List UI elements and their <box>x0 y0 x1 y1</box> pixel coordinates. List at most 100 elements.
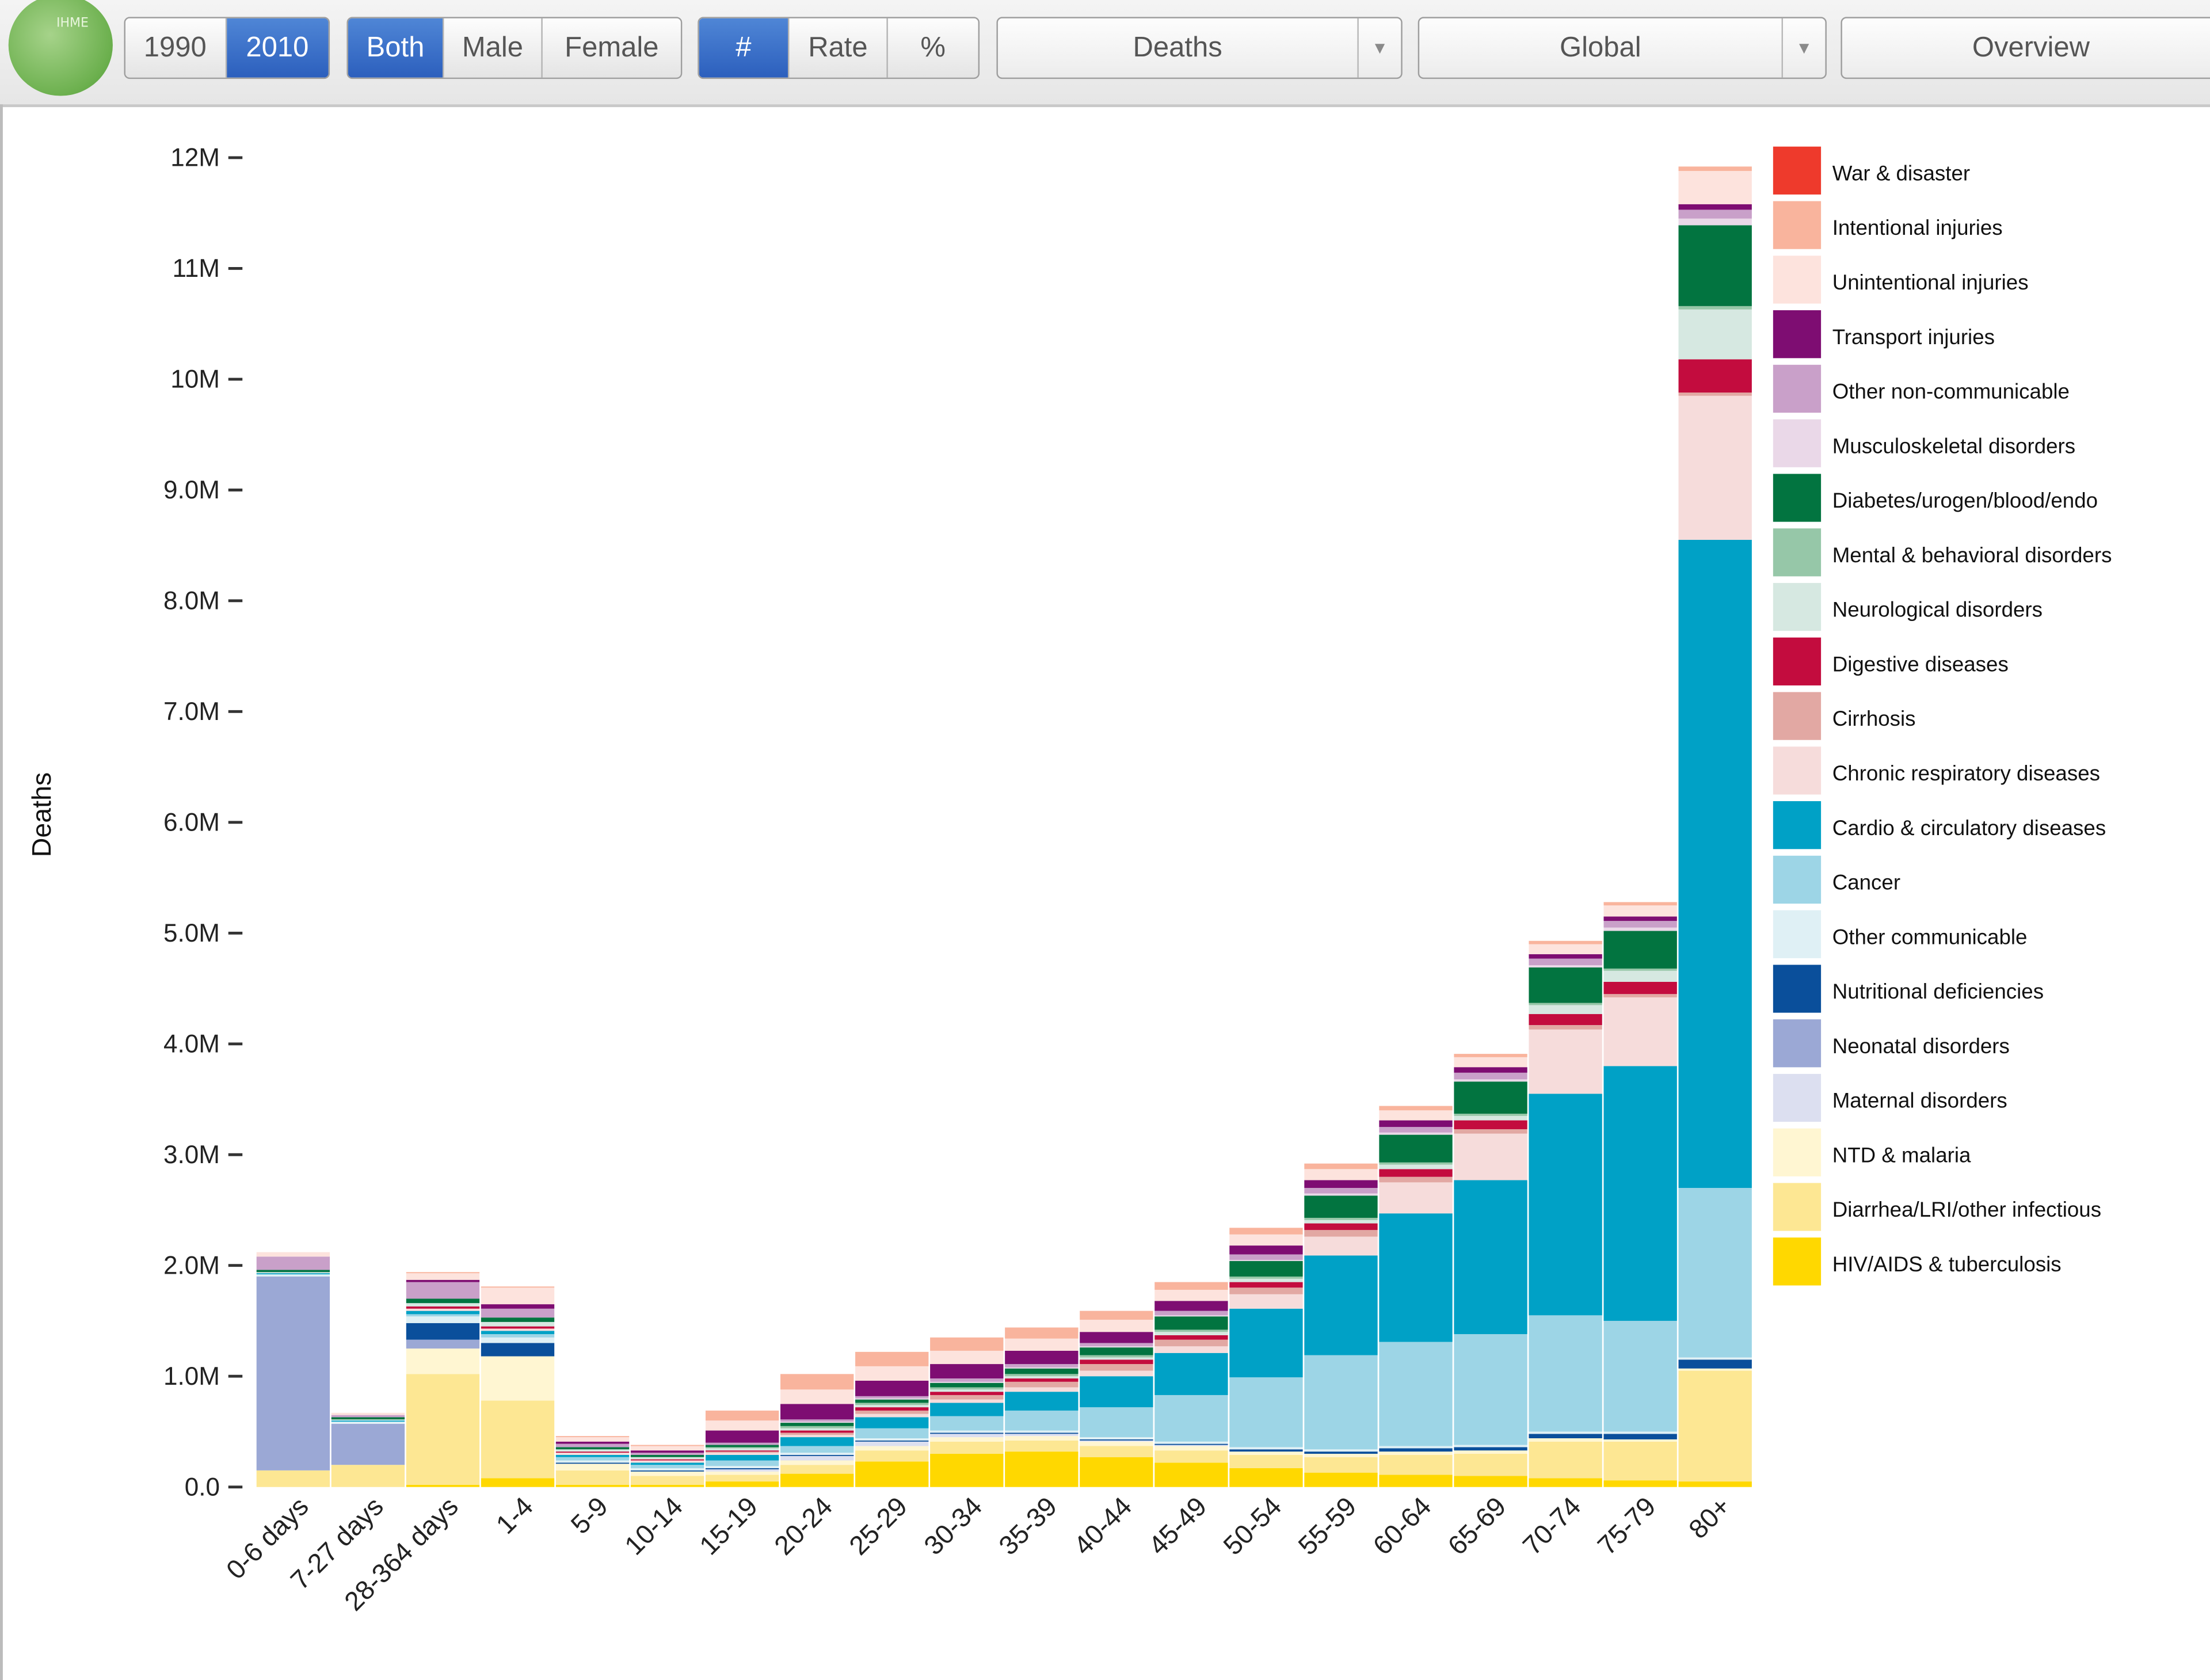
bar-segment[interactable] <box>780 1446 854 1453</box>
bar-segment[interactable] <box>555 1452 630 1453</box>
bar-segment[interactable] <box>406 1323 480 1340</box>
legend-label[interactable]: Neonatal disorders <box>1832 1034 2010 1058</box>
bar-segment[interactable] <box>1529 1014 1602 1026</box>
bar-segment[interactable] <box>630 1457 704 1460</box>
bar-segment[interactable] <box>780 1404 854 1420</box>
bar-segment[interactable] <box>1603 997 1677 1066</box>
bar-segment[interactable] <box>930 1337 1004 1351</box>
legend-label[interactable]: Intentional injuries <box>1832 216 2003 239</box>
bar-segment[interactable] <box>1005 1430 1079 1433</box>
bar-segment[interactable] <box>555 1447 630 1450</box>
bar-segment[interactable] <box>630 1454 704 1457</box>
bar-segment[interactable] <box>481 1321 555 1327</box>
bar-segment[interactable] <box>1603 902 1677 906</box>
bar-segment[interactable] <box>331 1465 405 1487</box>
bar-segment[interactable] <box>1454 1079 1527 1082</box>
legend-label[interactable]: Mental & behavioral disorders <box>1832 543 2112 567</box>
bar-segment[interactable] <box>1379 1120 1453 1127</box>
bar-segment[interactable] <box>630 1450 704 1453</box>
bar-segment[interactable] <box>481 1337 555 1343</box>
bar-segment[interactable] <box>1379 1448 1453 1452</box>
bar-segment[interactable] <box>1603 916 1677 921</box>
bar-segment[interactable] <box>1304 1452 1378 1454</box>
bar-segment[interactable] <box>555 1454 630 1457</box>
bar-segment[interactable] <box>406 1282 480 1299</box>
bar-segment[interactable] <box>1678 218 1752 226</box>
bar-segment[interactable] <box>1379 1182 1453 1214</box>
bar-segment[interactable] <box>256 1272 330 1274</box>
bar-segment[interactable] <box>1379 1446 1453 1449</box>
bar-segment[interactable] <box>1454 1072 1527 1080</box>
bar-segment[interactable] <box>1154 1301 1228 1311</box>
bar-segment[interactable] <box>1454 1133 1527 1180</box>
bar-segment[interactable] <box>1229 1276 1303 1279</box>
bar-segment[interactable] <box>705 1430 779 1443</box>
bar-segment[interactable] <box>1154 1446 1228 1451</box>
bar-segment[interactable] <box>1529 1003 1602 1005</box>
bar-segment[interactable] <box>1379 1342 1453 1446</box>
bar-segment[interactable] <box>930 1434 1004 1438</box>
bar-segment[interactable] <box>1678 1370 1752 1482</box>
bar-segment[interactable] <box>1454 1334 1527 1445</box>
bar-segment[interactable] <box>406 1374 480 1485</box>
bar-segment[interactable] <box>930 1387 1004 1390</box>
bar-segment[interactable] <box>1379 1169 1453 1177</box>
bar-segment[interactable] <box>1154 1335 1228 1340</box>
bar-segment[interactable] <box>1304 1180 1378 1188</box>
bar-segment[interactable] <box>855 1410 929 1414</box>
bar-segment[interactable] <box>1603 1066 1677 1321</box>
bar-segment[interactable] <box>481 1304 555 1309</box>
bar-segment[interactable] <box>406 1311 480 1315</box>
bar-segment[interactable] <box>555 1436 630 1438</box>
bar-segment[interactable] <box>1229 1294 1303 1309</box>
bar-segment[interactable] <box>1154 1329 1228 1332</box>
unit-rate-button[interactable]: Rate <box>789 18 888 78</box>
bar-segment[interactable] <box>481 1331 555 1335</box>
bar-segment[interactable] <box>1080 1320 1153 1332</box>
bar-segment[interactable] <box>256 1273 330 1275</box>
bar-segment[interactable] <box>705 1420 779 1431</box>
bar-segment[interactable] <box>705 1471 779 1475</box>
bar-segment[interactable] <box>1229 1254 1303 1260</box>
bar-segment[interactable] <box>1005 1367 1079 1369</box>
location-dropdown[interactable]: Global ▼ <box>1418 17 1827 79</box>
bar-segment[interactable] <box>930 1430 1004 1433</box>
bar-segment[interactable] <box>705 1460 779 1466</box>
bar-segment[interactable] <box>555 1457 630 1461</box>
bar-segment[interactable] <box>1529 965 1602 967</box>
unit-number-button[interactable]: # <box>699 18 790 78</box>
bar-segment[interactable] <box>1154 1443 1228 1445</box>
bar-segment[interactable] <box>555 1460 630 1463</box>
bar-segment[interactable] <box>855 1399 929 1403</box>
bar-segment[interactable] <box>1304 1472 1378 1487</box>
bar-segment[interactable] <box>855 1380 929 1396</box>
bar-segment[interactable] <box>1229 1449 1303 1452</box>
bar-segment[interactable] <box>1154 1395 1228 1442</box>
bar-segment[interactable] <box>481 1317 555 1322</box>
bar-segment[interactable] <box>256 1470 330 1487</box>
legend-label[interactable]: Maternal disorders <box>1832 1089 2007 1113</box>
bar-segment[interactable] <box>1154 1316 1228 1330</box>
bar-segment[interactable] <box>1080 1407 1153 1438</box>
bar-segment[interactable] <box>855 1446 929 1451</box>
bar-segment[interactable] <box>1678 171 1752 204</box>
bar-segment[interactable] <box>1005 1327 1079 1339</box>
bar-segment[interactable] <box>855 1440 929 1442</box>
bar-segment[interactable] <box>1678 1357 1752 1360</box>
bar-segment[interactable] <box>705 1447 779 1449</box>
bar-segment[interactable] <box>1229 1454 1303 1468</box>
bar-segment[interactable] <box>256 1276 330 1471</box>
bar-segment[interactable] <box>930 1378 1004 1382</box>
bar-segment[interactable] <box>930 1395 1004 1400</box>
bar-segment[interactable] <box>1154 1315 1228 1317</box>
bar-segment[interactable] <box>1304 1193 1378 1196</box>
bar-segment[interactable] <box>1678 166 1752 172</box>
bar-segment[interactable] <box>331 1420 405 1422</box>
bar-segment[interactable] <box>481 1400 555 1479</box>
bar-segment[interactable] <box>1005 1381 1079 1388</box>
bar-segment[interactable] <box>1080 1357 1153 1360</box>
bar-segment[interactable] <box>1454 1081 1527 1114</box>
legend-label[interactable]: Unintentional injuries <box>1832 271 2029 294</box>
bar-segment[interactable] <box>1379 1452 1453 1455</box>
bar-segment[interactable] <box>481 1328 555 1331</box>
